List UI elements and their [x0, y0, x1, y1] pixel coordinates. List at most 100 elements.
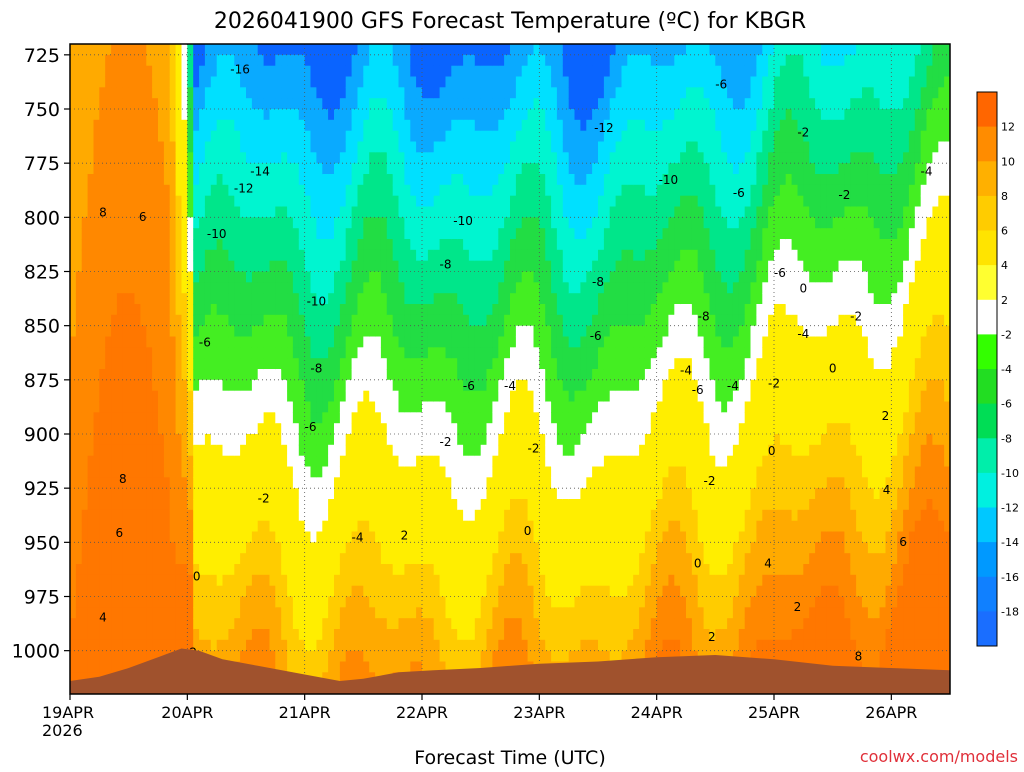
temperature-cell — [316, 564, 323, 576]
temperature-cell — [474, 163, 482, 175]
temperature-cell — [474, 152, 482, 164]
temperature-cell — [551, 314, 558, 327]
temperature-cell — [504, 217, 511, 229]
temperature-cell — [287, 574, 294, 587]
temperature-cell — [386, 509, 394, 522]
temperature-cell — [410, 499, 417, 511]
temperature-cell — [222, 499, 229, 511]
temperature-cell — [281, 206, 288, 218]
temperature-cell — [427, 596, 435, 608]
temperature-cell — [251, 314, 259, 327]
temperature-cell — [70, 314, 77, 327]
temperature-cell — [545, 65, 552, 78]
temperature-cell — [404, 488, 411, 500]
temperature-cell — [99, 347, 106, 359]
temperature-cell — [345, 466, 353, 478]
temperature-cell — [345, 109, 353, 121]
temperature-cell — [451, 618, 458, 630]
temperature-cell — [152, 347, 159, 359]
temperature-cell — [345, 488, 353, 500]
temperature-cell — [111, 434, 118, 446]
temperature-cell — [504, 629, 511, 641]
temperature-cell — [181, 76, 188, 88]
temperature-cell — [116, 423, 124, 435]
temperature-cell — [533, 531, 540, 543]
temperature-cell — [457, 358, 464, 370]
temperature-cell — [93, 325, 100, 338]
temperature-cell — [193, 542, 200, 554]
temperature-cell — [87, 477, 95, 489]
temperature-cell — [263, 217, 271, 229]
temperature-cell — [105, 44, 112, 56]
temperature-cell — [539, 618, 546, 630]
temperature-cell — [122, 401, 130, 413]
temperature-cell — [228, 130, 235, 143]
temperature-cell — [410, 455, 417, 468]
temperature-cell — [81, 163, 89, 175]
temperature-cell — [140, 163, 147, 175]
temperature-cell — [240, 195, 247, 208]
temperature-cell — [234, 54, 241, 67]
temperature-cell — [70, 347, 77, 359]
temperature-cell — [216, 271, 224, 283]
temperature-cell — [398, 260, 405, 273]
temperature-cell — [199, 596, 206, 608]
temperature-cell — [193, 477, 200, 489]
temperature-cell — [210, 455, 218, 468]
temperature-cell — [545, 109, 552, 121]
temperature-cell — [480, 423, 488, 435]
temperature-cell — [386, 119, 394, 132]
temperature-cell — [181, 304, 188, 316]
temperature-cell — [134, 184, 141, 197]
temperature-cell — [140, 477, 147, 489]
temperature-cell — [70, 412, 77, 424]
temperature-cell — [451, 509, 458, 522]
temperature-cell — [257, 618, 265, 630]
temperature-cell — [87, 304, 95, 316]
temperature-cell — [251, 466, 259, 478]
temperature-cell — [234, 119, 241, 132]
temperature-cell — [75, 661, 83, 673]
temperature-cell — [474, 293, 482, 305]
temperature-cell — [275, 639, 282, 652]
temperature-cell — [533, 444, 540, 457]
temperature-cell — [275, 325, 282, 338]
temperature-cell — [169, 466, 177, 478]
temperature-cell — [439, 282, 447, 294]
temperature-cell — [169, 585, 177, 598]
temperature-cell — [498, 141, 505, 153]
temperature-cell — [257, 401, 265, 413]
temperature-cell — [281, 325, 288, 338]
temperature-cell — [386, 174, 394, 186]
temperature-cell — [187, 65, 194, 78]
temperature-cell — [199, 531, 206, 543]
temperature-cell — [75, 412, 83, 424]
temperature-cell — [339, 585, 347, 598]
temperature-cell — [93, 509, 100, 522]
temperature-cell — [87, 358, 95, 370]
temperature-cell — [539, 650, 546, 663]
temperature-cell — [146, 239, 153, 251]
temperature-cell — [240, 76, 247, 88]
temperature-cell — [439, 109, 447, 121]
temperature-cell — [404, 119, 411, 132]
temperature-cell — [140, 98, 147, 110]
temperature-cell — [486, 412, 493, 424]
temperature-cell — [81, 379, 89, 392]
temperature-cell — [275, 347, 282, 359]
temperature-cell — [275, 336, 282, 348]
temperature-cell — [380, 564, 388, 576]
temperature-cell — [116, 347, 124, 359]
temperature-cell — [275, 585, 282, 598]
temperature-cell — [498, 293, 505, 305]
temperature-cell — [439, 455, 447, 468]
temperature-cell — [298, 325, 306, 338]
temperature-cell — [105, 217, 112, 229]
temperature-cell — [269, 163, 276, 175]
temperature-cell — [316, 466, 323, 478]
temperature-cell — [375, 325, 382, 338]
temperature-cell — [439, 412, 447, 424]
temperature-cell — [328, 434, 335, 446]
temperature-cell — [521, 629, 529, 641]
temperature-cell — [199, 271, 206, 283]
